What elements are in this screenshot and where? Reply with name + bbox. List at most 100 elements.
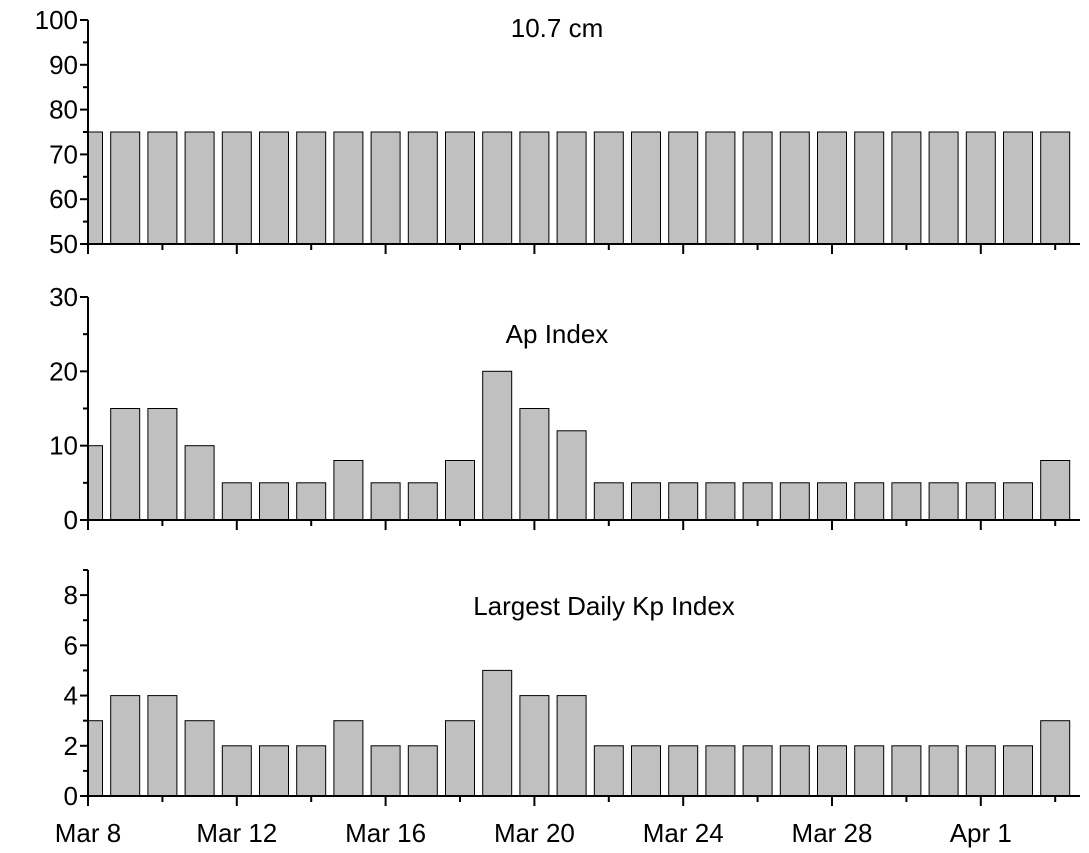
bar-mar-27 (779, 482, 810, 521)
bar-apr-1 (965, 131, 996, 245)
bar-mar-12 (221, 745, 252, 797)
bar-mar-28 (817, 131, 847, 245)
y-tick-label: 6 (64, 630, 78, 660)
bar-mar-10 (147, 131, 178, 245)
bar-mar-18 (445, 131, 475, 245)
panel-title: 10.7 cm (511, 13, 604, 43)
bar-mar-30 (891, 131, 922, 245)
bar-mar-13 (259, 745, 289, 797)
y-tick-label: 90 (49, 50, 78, 80)
panel-2: 0 10 20 30 Ap Index (49, 282, 1080, 535)
bar-mar-18 (445, 720, 475, 797)
y-tick-label: 8 (64, 580, 78, 610)
y-tick-label: 0 (64, 505, 78, 535)
bar-mar-28 (817, 745, 847, 797)
bar-mar-29 (854, 482, 885, 521)
x-tick-labels: Mar 8 Mar 12 Mar 16 Mar 20 Mar 24 Mar 28 Apr 1 (55, 818, 1012, 848)
bar-mar-17 (407, 482, 438, 521)
panel-3: 0 2 4 6 8 Largest Daily Kp Index (64, 569, 1080, 811)
bar-mar-9 (110, 408, 141, 521)
bar-mar-21 (556, 695, 587, 797)
bar-mar-9 (110, 131, 141, 245)
bar-mar-20 (519, 695, 550, 797)
bar-mar-23 (631, 745, 661, 797)
x-tick-label: Mar 16 (345, 818, 426, 848)
bar-mar-30 (891, 745, 922, 797)
bar-mar-28 (817, 482, 847, 521)
bar-mar-11 (184, 445, 215, 521)
bar-mar-27 (779, 131, 810, 245)
bar-mar-27 (779, 745, 810, 797)
y-tick-label: 2 (64, 731, 78, 761)
bar-mar-11 (184, 131, 215, 245)
bars (88, 669, 1071, 797)
y-tick-label: 100 (35, 5, 78, 35)
bar-mar-12 (221, 131, 252, 245)
bar-mar-18 (445, 460, 475, 521)
bar-mar-10 (147, 408, 178, 521)
x-tick-label: Mar 28 (792, 818, 873, 848)
panel-1: 50 60 70 80 90 100 10.7 cm (35, 5, 1080, 259)
bar-mar-15 (333, 720, 364, 797)
y-tick-label: 70 (49, 139, 78, 169)
x-tick-label: Mar 8 (55, 818, 121, 848)
bar-apr-2 (1003, 482, 1033, 521)
bars (88, 131, 1071, 245)
bar-mar-19 (482, 131, 513, 245)
bar-mar-20 (519, 408, 550, 521)
bar-mar-24 (668, 482, 699, 521)
bar-mar-22 (593, 745, 624, 797)
bar-mar-23 (631, 482, 661, 521)
bar-mar-14 (296, 482, 327, 521)
bar-apr-3 (1040, 131, 1071, 245)
bar-mar-25 (705, 482, 736, 521)
bar-mar-19 (482, 370, 513, 521)
bar-mar-13 (259, 131, 289, 245)
bar-mar-19 (482, 669, 513, 797)
bar-mar-8 (88, 131, 103, 245)
bar-mar-16 (370, 131, 401, 245)
y-tick-label: 50 (49, 229, 78, 259)
y-tick-label: 30 (49, 282, 78, 312)
bar-mar-12 (221, 482, 252, 521)
bar-mar-10 (147, 695, 178, 797)
bars (88, 370, 1071, 521)
bar-mar-9 (110, 695, 141, 797)
bar-mar-31 (928, 131, 959, 245)
bar-mar-22 (593, 482, 624, 521)
bar-mar-21 (556, 131, 587, 245)
bar-mar-24 (668, 131, 699, 245)
bar-mar-13 (259, 482, 289, 521)
panel-title: Largest Daily Kp Index (473, 591, 735, 621)
bar-mar-23 (631, 131, 661, 245)
bar-mar-21 (556, 430, 587, 521)
bar-mar-20 (519, 131, 550, 245)
y-tick-label: 20 (49, 356, 78, 386)
y-tick-label: 0 (64, 781, 78, 811)
bar-apr-2 (1003, 131, 1033, 245)
bar-mar-8 (88, 720, 103, 797)
y-tick-label: 60 (49, 184, 78, 214)
bar-mar-16 (370, 482, 401, 521)
bar-mar-11 (184, 720, 215, 797)
bar-apr-2 (1003, 745, 1033, 797)
bar-mar-29 (854, 745, 885, 797)
x-tick-label: Mar 20 (494, 818, 575, 848)
bar-mar-30 (891, 482, 922, 521)
bar-mar-31 (928, 482, 959, 521)
x-tick-label: Mar 12 (196, 818, 277, 848)
y-tick-label: 80 (49, 95, 78, 125)
bar-mar-14 (296, 745, 327, 797)
bar-mar-15 (333, 460, 364, 521)
bar-apr-3 (1040, 720, 1071, 797)
bar-mar-25 (705, 745, 736, 797)
bar-mar-26 (742, 745, 773, 797)
bar-mar-22 (593, 131, 624, 245)
bar-apr-1 (965, 745, 996, 797)
y-tick-label: 4 (64, 681, 78, 711)
x-tick-label: Apr 1 (950, 818, 1012, 848)
bar-mar-29 (854, 131, 885, 245)
bar-mar-31 (928, 745, 959, 797)
y-tick-label: 10 (49, 431, 78, 461)
